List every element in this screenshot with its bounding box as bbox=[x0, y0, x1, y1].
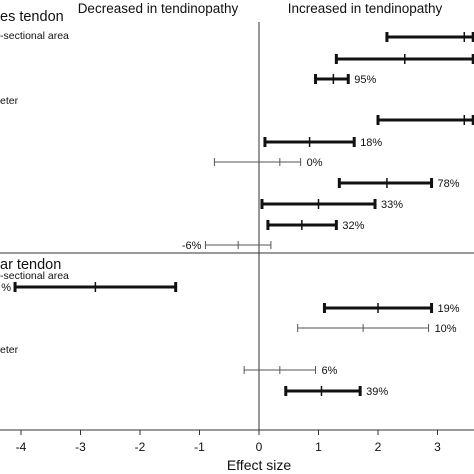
x-tick-label: -1 bbox=[194, 440, 205, 454]
estimate-row: % bbox=[1, 282, 178, 294]
estimate-bars: 95% 18% 0% 78% 33% 32% -6%% 19% 10% 6% 39% bbox=[1, 32, 474, 398]
estimate-row bbox=[385, 32, 474, 42]
x-tick-label: -3 bbox=[75, 440, 86, 454]
estimate-label: 18% bbox=[360, 137, 382, 149]
estimate-label: 19% bbox=[438, 303, 460, 315]
estimate-label: 10% bbox=[435, 323, 457, 335]
estimate-row: -6% bbox=[182, 240, 272, 252]
x-tick-label: 0 bbox=[256, 440, 263, 454]
header-increased: Increased in tendinopathy bbox=[288, 1, 443, 16]
estimate-row: 39% bbox=[284, 386, 388, 398]
group-title-2: ar tendon bbox=[0, 257, 61, 273]
group-1-subheading-1: -sectional area bbox=[0, 30, 69, 42]
estimate-row: 33% bbox=[260, 199, 403, 211]
estimate-row: 95% bbox=[314, 74, 376, 86]
x-tick-label: -2 bbox=[135, 440, 146, 454]
estimate-label: 95% bbox=[354, 74, 376, 86]
estimate-label: 32% bbox=[342, 220, 364, 232]
estimate-label: 78% bbox=[438, 178, 460, 190]
group-title-1: es tendon bbox=[0, 9, 64, 25]
group-2-subheading-1: -sectional area bbox=[0, 270, 69, 282]
estimate-row: 6% bbox=[243, 365, 338, 377]
estimate-row: 10% bbox=[297, 323, 457, 335]
x-tick-label: 3 bbox=[434, 440, 441, 454]
estimate-label: 6% bbox=[322, 365, 338, 377]
estimate-row: 0% bbox=[213, 157, 323, 169]
x-tick-label: -4 bbox=[16, 440, 27, 454]
group-1-subheading-2: eter bbox=[0, 95, 19, 107]
estimate-row: 19% bbox=[322, 303, 460, 315]
estimate-row bbox=[376, 115, 474, 125]
estimate-label: -6% bbox=[182, 240, 202, 252]
group-2-subheading-2: eter bbox=[0, 344, 19, 356]
estimate-label: % bbox=[1, 282, 11, 294]
x-tick-label: 1 bbox=[315, 440, 322, 454]
estimate-row bbox=[334, 54, 474, 64]
x-tick-label: 2 bbox=[375, 440, 382, 454]
x-axis-ticks: -4 -3 -2 -1 0 1 2 3 bbox=[16, 430, 441, 454]
estimate-label: 39% bbox=[366, 386, 388, 398]
header-decreased: Decreased in tendinopathy bbox=[78, 1, 239, 16]
estimate-label: 0% bbox=[307, 157, 323, 169]
x-axis-title: Effect size bbox=[227, 457, 292, 473]
estimate-row: 18% bbox=[263, 137, 382, 149]
estimate-row: 32% bbox=[266, 220, 365, 232]
estimate-label: 33% bbox=[381, 199, 403, 211]
estimate-row: 78% bbox=[337, 178, 460, 190]
